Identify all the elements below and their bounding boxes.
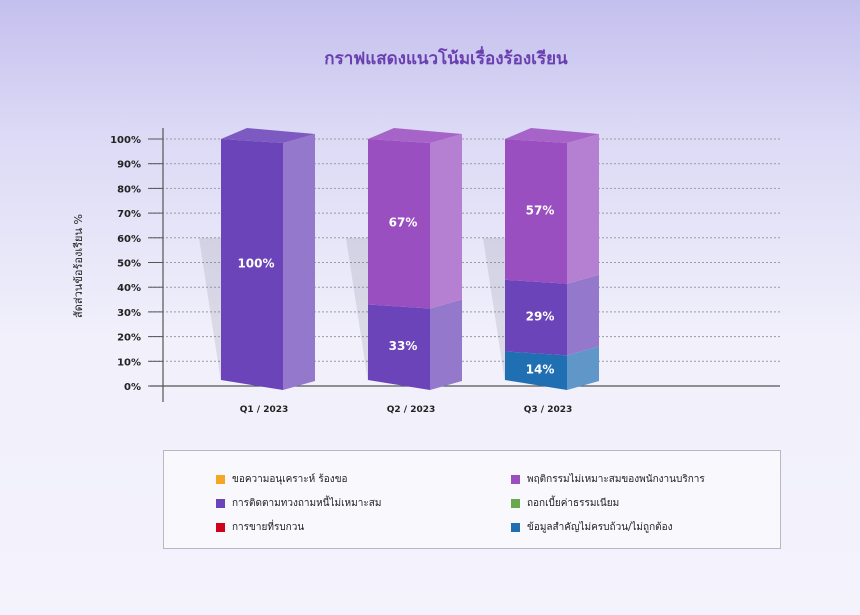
bar-segment-side — [567, 134, 599, 284]
data-label: 57% — [526, 203, 555, 217]
y-tick-label: 20% — [117, 333, 141, 344]
bar-segment-side — [567, 274, 599, 356]
bar-segment-side — [567, 346, 599, 390]
x-tick-label: Q3 / 2023 — [524, 405, 573, 415]
y-tick-label: 40% — [117, 283, 141, 294]
bar-segment-side — [283, 134, 315, 390]
bar-segment-side — [430, 299, 462, 390]
data-labels: 100% 33% 67% 14% 29% 57% — [237, 203, 554, 376]
legend-item: ขอความอนุเคราะห์ ร้องขอ — [216, 472, 348, 487]
axes — [148, 128, 780, 402]
y-tick-label: 100% — [110, 135, 141, 146]
bar-top — [368, 128, 462, 143]
y-axis-title: สัดส่วนข้อร้องเรียน % — [72, 214, 85, 318]
legend-item: การขายที่รบกวน — [216, 520, 304, 535]
legend: ขอความอนุเคราะห์ ร้องขอ พฤติกรรมไม่เหมาะ… — [163, 450, 781, 549]
legend-label: การขายที่รบกวน — [232, 522, 305, 533]
bar-segment — [505, 279, 567, 356]
data-label: 67% — [389, 216, 418, 230]
y-tick-label: 10% — [117, 357, 141, 368]
legend-swatch — [216, 475, 225, 484]
bar-shadow — [199, 238, 221, 382]
x-tick-label: Q2 / 2023 — [387, 405, 436, 415]
legend-label: ขอความอนุเคราะห์ ร้องขอ — [232, 474, 348, 485]
bar-shadow — [346, 238, 368, 382]
legend-swatch — [216, 523, 225, 532]
y-tick-label: 90% — [117, 160, 141, 171]
bar-shadow — [483, 238, 505, 382]
legend-swatch — [511, 499, 520, 508]
y-tick-label: 30% — [117, 308, 141, 319]
bar-segment — [368, 304, 430, 390]
bar-segment — [505, 139, 567, 284]
legend-label: การติดตามทวงถามหนี้ไม่เหมาะสม — [232, 498, 382, 509]
bar-segment — [221, 139, 283, 390]
legend-item: การติดตามทวงถามหนี้ไม่เหมาะสม — [216, 496, 381, 511]
legend-swatch — [216, 499, 225, 508]
y-tick-label: 0% — [124, 382, 141, 393]
y-tick-labels: 0% 10% 20% 30% 40% 50% 60% 70% 80% 90% 100% — [110, 135, 141, 393]
bar-segment-side — [430, 134, 462, 309]
x-tick-label: Q1 / 2023 — [240, 405, 289, 415]
legend-item: ถอกเบี้ยค่าธรรมเนียม — [511, 496, 619, 511]
bars — [199, 128, 599, 390]
y-tick-label: 70% — [117, 209, 141, 220]
bar-segment — [505, 351, 567, 390]
y-tick-label: 60% — [117, 234, 141, 245]
data-label: 100% — [237, 257, 274, 271]
data-label: 14% — [526, 363, 555, 377]
bar-top — [505, 128, 599, 143]
legend-item: ข้อมูลสำคัญไม่ครบถ้วน/ไม่ถูกต้อง — [511, 520, 673, 535]
data-label: 33% — [389, 339, 418, 353]
legend-swatch — [511, 523, 520, 532]
x-tick-labels: Q1 / 2023 Q2 / 2023 Q3 / 2023 — [240, 405, 573, 415]
legend-label: ถอกเบี้ยค่าธรรมเนียม — [527, 498, 620, 509]
bar-top — [221, 128, 315, 143]
y-tick-label: 50% — [117, 259, 141, 270]
y-tick-label: 80% — [117, 184, 141, 195]
bar-segment — [368, 139, 430, 309]
legend-label: พฤติกรรมไม่เหมาะสมของพนักงานบริการ — [527, 474, 705, 485]
legend-item: พฤติกรรมไม่เหมาะสมของพนักงานบริการ — [511, 472, 705, 487]
data-label: 29% — [526, 310, 555, 324]
chart-title: กราฟแสดงแนวโน้มเรื่องร้องเรียน — [324, 46, 568, 69]
legend-label: ข้อมูลสำคัญไม่ครบถ้วน/ไม่ถูกต้อง — [527, 522, 673, 533]
legend-swatch — [511, 475, 520, 484]
